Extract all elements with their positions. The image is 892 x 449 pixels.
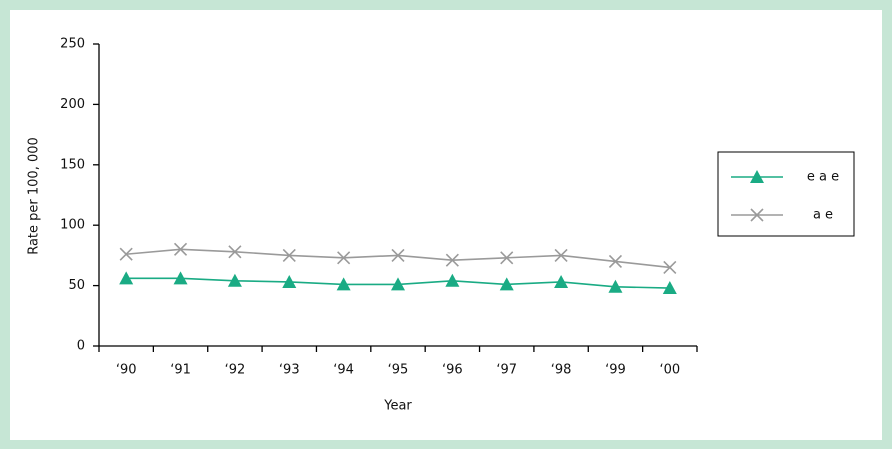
x-tick-label: ‘91 bbox=[170, 363, 191, 378]
legend-box bbox=[717, 151, 855, 237]
y-tick-label: 200 bbox=[60, 97, 85, 112]
data-point bbox=[119, 271, 134, 285]
data-point bbox=[499, 277, 514, 291]
data-point bbox=[173, 242, 188, 256]
data-point bbox=[662, 281, 677, 295]
data-point bbox=[227, 273, 242, 287]
legend-marker bbox=[750, 208, 764, 222]
y-tick-label: 0 bbox=[77, 339, 85, 354]
data-point bbox=[445, 253, 459, 267]
y-axis-label: Rate per 100, 000 bbox=[27, 137, 42, 255]
data-point bbox=[282, 248, 296, 262]
legend-label: e a e bbox=[807, 170, 839, 185]
data-point bbox=[608, 279, 623, 293]
data-point bbox=[608, 254, 623, 269]
data-point bbox=[282, 274, 297, 288]
data-point bbox=[445, 273, 460, 287]
data-point bbox=[554, 248, 568, 262]
x-tick-label: ‘00 bbox=[659, 363, 680, 378]
x-tick-label: ‘99 bbox=[605, 363, 626, 378]
data-point bbox=[663, 260, 677, 275]
data-point bbox=[228, 245, 242, 259]
data-point bbox=[337, 251, 351, 265]
data-point bbox=[554, 274, 569, 288]
data-point bbox=[500, 251, 514, 265]
data-point bbox=[119, 247, 133, 261]
x-axis-label: Year bbox=[383, 399, 412, 414]
data-point bbox=[336, 277, 351, 291]
data-point bbox=[391, 277, 405, 291]
legend-label: a e bbox=[813, 208, 833, 223]
y-tick-label: 250 bbox=[60, 37, 85, 52]
y-tick-label: 100 bbox=[60, 218, 85, 233]
x-tick-label: ‘94 bbox=[333, 363, 354, 378]
x-tick-label: ‘93 bbox=[279, 363, 300, 378]
y-tick-label: 50 bbox=[68, 278, 85, 293]
x-tick-label: ‘95 bbox=[388, 363, 409, 378]
x-tick-label: ‘96 bbox=[442, 363, 463, 378]
x-tick-label: ‘98 bbox=[551, 363, 572, 378]
x-tick-label: ‘90 bbox=[116, 363, 137, 378]
y-tick-label: 150 bbox=[60, 157, 85, 172]
legend-marker bbox=[750, 170, 764, 183]
x-tick-label: ‘92 bbox=[225, 363, 246, 378]
data-point bbox=[173, 271, 188, 285]
data-point bbox=[391, 248, 405, 262]
x-tick-label: ‘97 bbox=[496, 363, 517, 378]
